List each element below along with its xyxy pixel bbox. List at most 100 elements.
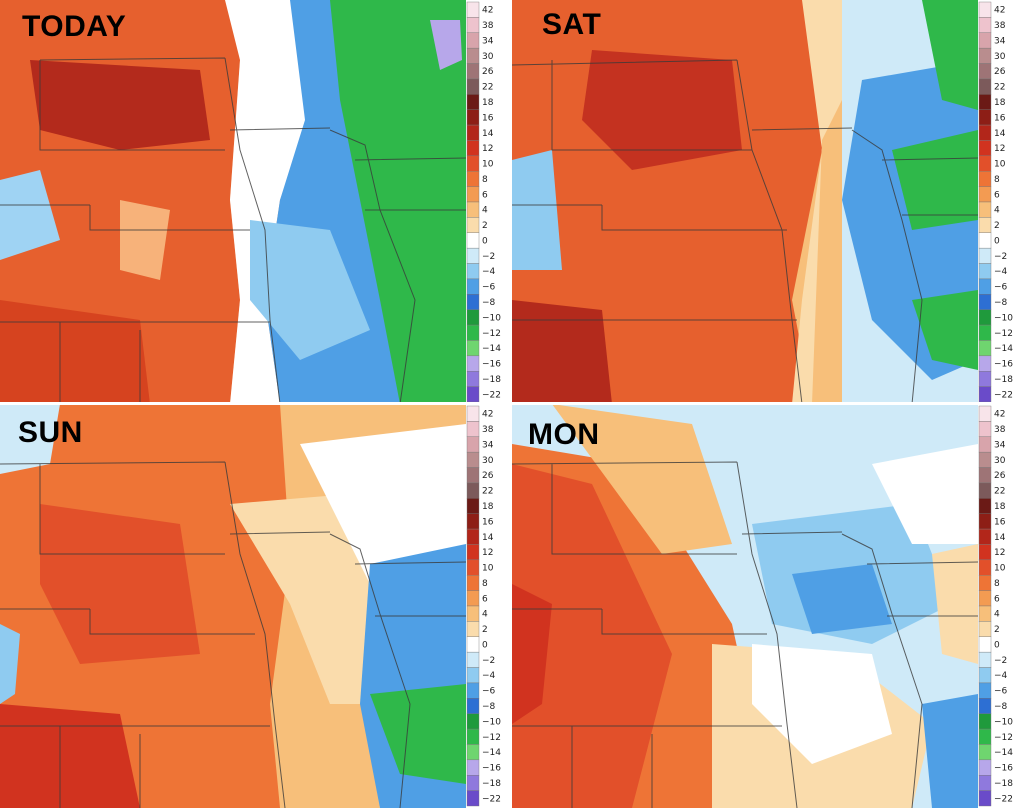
colorbar-tick-label: 6 (994, 190, 1000, 200)
colorbar-swatch (978, 94, 992, 110)
colorbar-swatch (466, 340, 480, 357)
colorbar-tick-label: 2 (482, 625, 488, 635)
colorbar-swatch (466, 667, 480, 684)
colorbar-tick-label: −6 (994, 283, 1008, 293)
colorbar-tick-label: 2 (482, 221, 488, 231)
colorbar-tick-label: 16 (994, 113, 1006, 123)
colorbar-swatch (978, 421, 992, 437)
colorbar-tick-label: −22 (994, 390, 1013, 400)
colorbar-swatch (466, 713, 480, 730)
colorbar-tick-label: 18 (994, 98, 1006, 108)
colorbar-swatch (978, 263, 992, 280)
colorbar-swatch (978, 698, 992, 714)
colorbar-tick-label: −4 (994, 671, 1008, 681)
colorbar-tick-label: −8 (482, 702, 496, 712)
colorbar-swatch (466, 324, 480, 341)
colorbar-swatch (466, 513, 480, 530)
colorbar-tick-label: 38 (482, 425, 494, 435)
colorbar-swatch (466, 467, 480, 484)
colorbar-swatch (466, 559, 480, 576)
colorbar-tick-label: 14 (994, 533, 1006, 543)
colorbar-tick-label: 4 (482, 610, 488, 620)
colorbar-swatch (466, 728, 480, 745)
colorbar-swatch (978, 47, 992, 64)
colorbar-swatch (466, 759, 480, 776)
colorbar-tick-label: 18 (482, 502, 494, 512)
colorbar-tick-label: −22 (482, 390, 501, 400)
colorbar-swatch (978, 482, 992, 499)
colorbar-tick-label: −6 (994, 687, 1008, 697)
map-panel-today (0, 0, 466, 404)
colorbar-tick-label: 0 (482, 640, 488, 650)
colorbar-tick-label: 42 (994, 6, 1005, 16)
colorbar-swatch (466, 78, 480, 95)
colorbar-swatch (466, 63, 480, 80)
colorbar-swatch (466, 263, 480, 280)
colorbar-tick-label: −18 (994, 779, 1013, 789)
colorbar-tick-label: −18 (482, 779, 501, 789)
colorbar-swatch (978, 651, 992, 668)
colorbar-swatch (466, 124, 480, 141)
colorbar-swatch (466, 528, 480, 545)
colorbar-tick-label: 22 (482, 487, 493, 497)
colorbar-swatch (466, 355, 480, 372)
colorbar-swatch (466, 155, 480, 172)
colorbar-tick-label: 34 (482, 36, 494, 46)
colorbar-swatch (466, 682, 480, 699)
colorbar-swatch (978, 713, 992, 730)
colorbar-swatch (466, 17, 480, 33)
colorbar-swatch (978, 636, 992, 653)
colorbar-tick-label: 8 (994, 175, 1000, 185)
panel-divider-horizontal (0, 402, 1024, 405)
map-panel-sun (0, 404, 466, 808)
colorbar-swatch (978, 278, 992, 295)
colorbar-swatch (466, 201, 480, 218)
colorbar-swatch (978, 32, 992, 49)
colorbar-swatch (978, 790, 992, 807)
colorbar-tick-label: 26 (482, 471, 494, 481)
colorbar-swatch (466, 32, 480, 49)
colorbar-tick-label: 34 (482, 440, 494, 450)
colorbar-tick-label: −14 (994, 344, 1013, 354)
colorbar-tick-label: 16 (482, 517, 494, 527)
colorbar-swatch (466, 698, 480, 714)
colorbar-tick-label: 42 (482, 6, 493, 16)
colorbar-tick-label: 30 (482, 456, 494, 466)
colorbar-tick-label: 4 (994, 610, 1000, 620)
day-label-sun: SUN (18, 416, 83, 449)
colorbar-swatch (978, 605, 992, 622)
colorbar-tick-label: −10 (994, 313, 1013, 323)
colorbar-swatch (978, 386, 992, 403)
colorbar-tick-label: 0 (482, 236, 488, 246)
colorbar-tick-label: 30 (994, 52, 1006, 62)
colorbar-swatch (978, 544, 992, 561)
colorbar-tick-label: −12 (994, 329, 1013, 339)
day-label-today: TODAY (22, 10, 127, 43)
colorbar-tick-label: 10 (994, 160, 1006, 170)
colorbar-tick-label: 2 (994, 221, 1000, 231)
colorbar-swatch (978, 759, 992, 776)
colorbar-tick-label: 26 (482, 67, 494, 77)
colorbar-swatch (978, 309, 992, 326)
colorbar-bottom-left: 423834302622181614121086420−2−4−6−8−10−1… (466, 404, 512, 808)
colorbar-swatch (466, 621, 480, 637)
colorbar-swatch (978, 667, 992, 684)
colorbar-swatch (466, 405, 480, 422)
colorbar-tick-label: −4 (994, 267, 1008, 277)
colorbar-tick-label: 14 (482, 129, 494, 139)
colorbar-tick-label: −2 (994, 656, 1007, 666)
colorbar-tick-label: −16 (994, 764, 1013, 774)
colorbar-tick-label: −10 (482, 313, 501, 323)
colorbar-tick-label: 12 (994, 144, 1005, 154)
colorbar-tick-label: 8 (482, 175, 488, 185)
colorbar-swatch (978, 513, 992, 530)
colorbar-swatch (466, 232, 480, 249)
colorbar-swatch (978, 201, 992, 218)
colorbar-swatch (978, 247, 992, 264)
colorbar-tick-label: −22 (994, 794, 1013, 804)
colorbar-tick-label: −2 (994, 252, 1007, 262)
colorbar-tick-label: 26 (994, 67, 1006, 77)
colorbar-tick-label: 12 (482, 144, 493, 154)
colorbar-tick-label: −8 (994, 298, 1008, 308)
colorbar-tick-label: 22 (482, 83, 493, 93)
